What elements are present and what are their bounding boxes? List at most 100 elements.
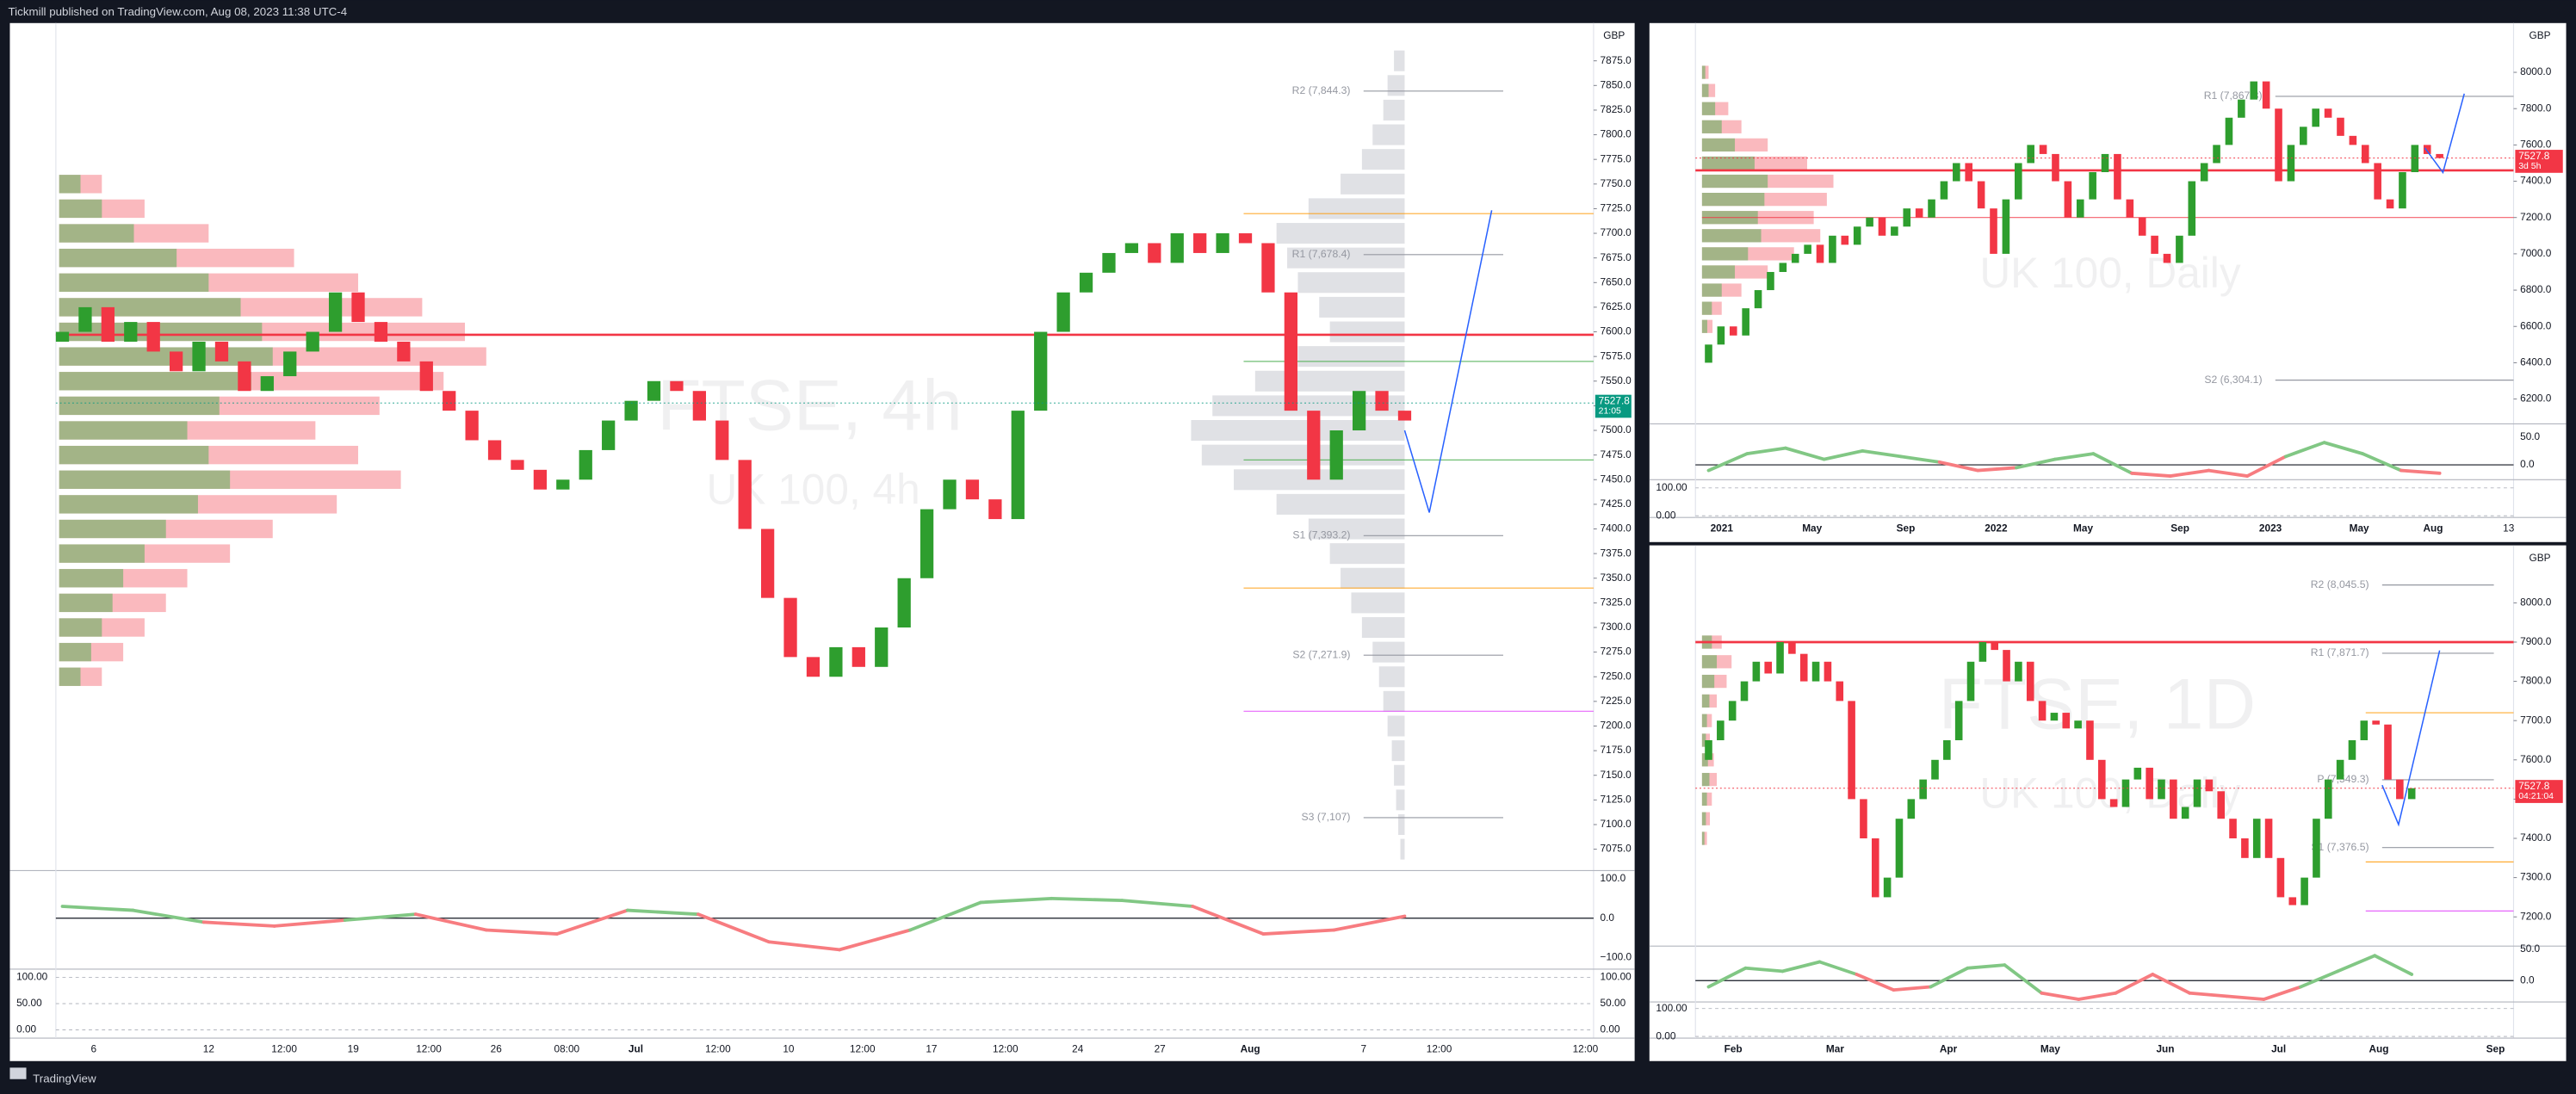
osc-segment (1780, 960, 1822, 973)
currency: GBP (1603, 29, 1625, 41)
osc-segment (201, 920, 276, 928)
candle-body (1742, 308, 1749, 336)
candle-body (2026, 661, 2034, 702)
osc-segment (343, 912, 418, 922)
profile-bar (1276, 223, 1405, 244)
candle-body (2229, 819, 2237, 839)
x-tick-label: Aug (2369, 1043, 2389, 1055)
price-tag-timer: 3d 5h (2518, 162, 2541, 171)
stoch-tick-label: 100.00 (1601, 971, 1632, 983)
y-tick-label: 7425.0 (1601, 498, 1632, 510)
candle-body (2300, 877, 2308, 905)
y-tick-label: 7300.0 (1601, 621, 1632, 633)
y-tick-label: 6400.0 (2520, 356, 2552, 368)
candle-body (738, 460, 752, 529)
candle-body (2126, 199, 2134, 218)
candle-body (1238, 233, 1253, 244)
candle-body (1816, 244, 1824, 263)
candle-body (1799, 653, 1808, 682)
candle-body (829, 646, 843, 677)
candle-body (465, 411, 479, 441)
y-tick-label: 7600.0 (2520, 139, 2552, 151)
profile-bar (1341, 173, 1405, 195)
candle-body (2062, 713, 2071, 729)
profile-bar-part (59, 569, 124, 588)
profile-bar-part (1701, 733, 1706, 747)
x-tick-label: Aug (2423, 522, 2443, 535)
candle-body (1878, 217, 1886, 236)
currency: GBP (2530, 29, 2551, 41)
candle-body (1978, 641, 1987, 662)
osc-segment (1120, 899, 1195, 908)
profile-bar-part (1701, 247, 1749, 261)
candle-body (511, 460, 524, 470)
candle-body (1953, 163, 1960, 182)
profile-bar-part (1701, 265, 1736, 279)
pivot-label: S1 (7,376.5) (2311, 841, 2369, 853)
osc-segment (2168, 468, 2211, 478)
projection (1403, 210, 1493, 513)
pivot-label: R2 (8,045.5) (2311, 578, 2369, 590)
profile-bar-part (59, 519, 166, 539)
candle-body (1853, 226, 1861, 245)
candle-body (2089, 172, 2096, 200)
y-tick-label: 7600.0 (1601, 325, 1632, 337)
candle-body (1824, 661, 1832, 682)
profile-bar (1201, 444, 1405, 466)
candle-body (1804, 244, 1811, 254)
osc-segment (554, 908, 629, 936)
profile-bar (1387, 715, 1405, 737)
candle-body (1965, 163, 1973, 182)
candle-body (556, 479, 570, 490)
candle-body (2151, 235, 2158, 254)
osc-segment (2053, 452, 2096, 461)
profile-bar (1351, 592, 1405, 614)
candle-body (1841, 235, 1849, 245)
profile-bar (1287, 247, 1405, 269)
x-tick-label: 17 (926, 1043, 937, 1055)
price-tag (2515, 150, 2563, 173)
projection (2424, 93, 2465, 175)
candle-body (1705, 344, 1712, 363)
osc-segment (1822, 448, 1865, 461)
candle-body (55, 331, 70, 342)
candle-body (1907, 799, 1916, 819)
y-tick-label: 7400.0 (2520, 831, 2552, 844)
candle-body (306, 331, 319, 352)
y-tick-label: 7400.0 (1601, 522, 1632, 535)
candle-body (2396, 779, 2404, 800)
stoch-tick-label: 100.00 (1656, 1002, 1687, 1014)
osc-segment (2336, 954, 2377, 973)
candle-body (1829, 235, 1836, 263)
candle-body (2399, 172, 2406, 209)
y-tick-label: 7350.0 (1601, 572, 1632, 584)
candle-body (1705, 739, 1712, 760)
profile-bar-part (1701, 283, 1722, 297)
candle-body (1056, 292, 1070, 332)
x-tick-label: 2023 (2259, 522, 2282, 535)
profile-bar (1391, 740, 1405, 762)
osc-segment (484, 928, 559, 936)
y-tick-label: 7750.0 (1601, 177, 1632, 189)
osc-tick-label: 0.0 (2520, 973, 2535, 986)
y-tick-label: 7250.0 (1601, 670, 1632, 682)
y-tick-label: 7450.0 (1601, 473, 1632, 485)
candle-body (2121, 779, 2130, 807)
y-tick-label: 6800.0 (2520, 283, 2552, 295)
candle-body (647, 380, 661, 401)
osc-segment (2373, 954, 2414, 976)
osc-segment (1976, 466, 2018, 473)
osc-segment (2400, 468, 2442, 475)
osc-segment (2283, 441, 2326, 459)
osc-tick-label: 50.0 (2520, 430, 2540, 442)
x-tick-label: 12 (203, 1043, 214, 1055)
profile-bar-part (59, 470, 231, 489)
osc-segment (2015, 457, 2057, 470)
candle-body (2372, 720, 2380, 725)
profile-bar (1398, 813, 1405, 836)
profile-bar (1297, 272, 1405, 294)
profile-bar (1329, 543, 1405, 565)
x-tick-label: 26 (491, 1043, 503, 1055)
x-tick-label: Sep (2486, 1043, 2505, 1055)
y-tick-label: 7375.0 (1601, 547, 1632, 559)
